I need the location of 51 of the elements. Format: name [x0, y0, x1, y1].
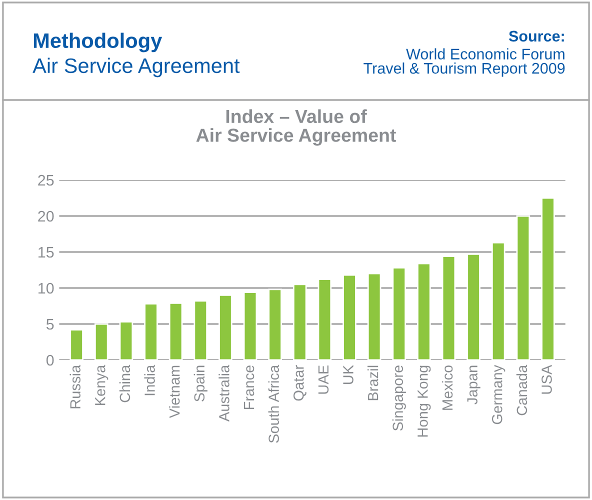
- x-tick-label: Japan: [467, 366, 480, 404]
- text: World Economic Forum Travel & Tourism Report 2009: [364, 48, 565, 77]
- source-note: Source:: [508, 30, 564, 42]
- bar: [119, 321, 134, 360]
- bar: [144, 303, 158, 360]
- x-tick-label: UK: [343, 365, 354, 384]
- x-tick-label: Germany: [492, 364, 506, 424]
- x-tick-label: China: [119, 364, 130, 402]
- bar: [466, 253, 480, 360]
- x-tick-label: Hong Kong: [418, 366, 431, 437]
- bar: [541, 197, 555, 360]
- y-tick-label: 5: [46, 319, 54, 330]
- y-tick-label: 25: [38, 174, 54, 186]
- bar: [342, 274, 356, 360]
- y-tick-label: 20: [38, 210, 54, 222]
- y-tick-label: 10: [38, 282, 54, 294]
- text: Methodology: [34, 32, 162, 52]
- chart-title: Index – Value of Air Service Agreement: [196, 109, 396, 146]
- bar: [318, 278, 332, 360]
- bar: [367, 272, 382, 360]
- x-tick-label: Qatar: [293, 365, 306, 401]
- x-tick-label: Singapore: [392, 366, 406, 431]
- x-tick-label: India: [144, 364, 155, 396]
- x-tick-label: Russia: [70, 364, 80, 408]
- y-tick-label: 15: [38, 247, 54, 258]
- x-tick-label: USA: [542, 364, 552, 394]
- x-tick-label: France: [244, 366, 254, 410]
- bar: [243, 292, 258, 360]
- bar: [516, 215, 530, 360]
- bar: [292, 284, 307, 360]
- x-tick-label: Vietnam: [169, 366, 180, 418]
- bar: [218, 294, 232, 360]
- text: Air Service Agreement: [32, 58, 240, 78]
- bar: [392, 267, 406, 360]
- bar: [268, 288, 282, 360]
- x-tick-label: Brazil: [368, 366, 378, 400]
- bar: [194, 300, 208, 360]
- x-tick-label: UAE: [318, 365, 329, 394]
- bar: [94, 323, 108, 360]
- y-tick-label: 0: [46, 354, 54, 366]
- bar: [70, 329, 84, 360]
- x-tick-label: Canada: [516, 364, 528, 416]
- x-tick-label: South Africa: [268, 364, 279, 443]
- bar: [417, 262, 431, 360]
- bar: [168, 302, 183, 360]
- x-tick-label: Mexico: [442, 365, 453, 410]
- x-tick-label: Spain: [194, 366, 208, 402]
- x-tick-label: Australia: [218, 364, 230, 422]
- bar: [491, 242, 506, 360]
- bar: [442, 256, 456, 360]
- x-tick-label: Kenya: [95, 364, 108, 406]
